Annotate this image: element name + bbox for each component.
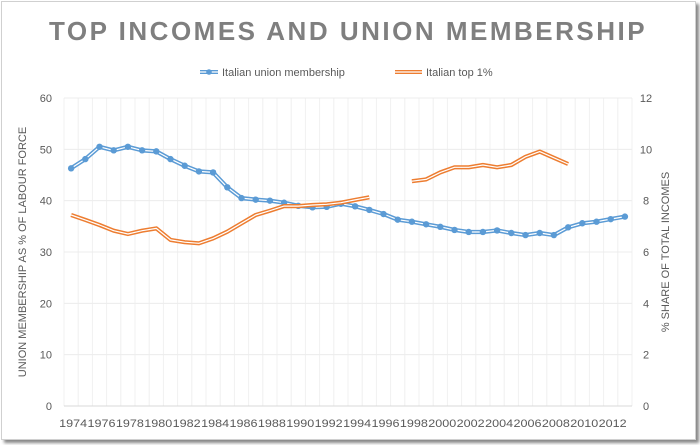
- chart-title: TOP INCOMES AND UNION MEMBERSHIP: [49, 16, 647, 46]
- data-point: [181, 162, 188, 169]
- series-union-membership: [67, 143, 629, 239]
- data-point: [124, 143, 132, 150]
- x-tick-label: 1994: [343, 418, 371, 430]
- legend-label-union: Italian union membership: [222, 67, 345, 79]
- data-point: [366, 206, 373, 214]
- data-point: [522, 231, 529, 239]
- y2-axis-label: % SHARE OF TOTAL INCOMES: [660, 172, 672, 332]
- data-point: [82, 155, 89, 163]
- y-tick-label: 20: [40, 298, 52, 310]
- legend-item-union: Italian union membership: [200, 67, 345, 79]
- x-tick-label: 1978: [116, 418, 144, 430]
- data-point: [351, 203, 359, 210]
- x-tick-label: 1974: [59, 418, 87, 430]
- data-point: [394, 216, 401, 223]
- x-tick-label: 1996: [372, 418, 400, 430]
- data-point: [238, 194, 245, 202]
- y-tick-label: 60: [40, 93, 52, 105]
- y2-tick-label: 6: [643, 247, 649, 259]
- data-point: [564, 224, 572, 231]
- x-tick-label: 2010: [570, 418, 598, 430]
- legend: Italian union membership Italian top 1%: [200, 67, 493, 79]
- y2-tick-label: 10: [640, 144, 652, 156]
- data-point: [195, 168, 203, 175]
- y2-tick-label: 8: [643, 196, 649, 208]
- data-point: [110, 147, 117, 154]
- x-tick-label: 1976: [88, 418, 116, 430]
- y-tick-label: 30: [40, 247, 52, 259]
- data-point: [408, 218, 416, 225]
- x-tick-label: 1992: [315, 418, 343, 430]
- x-tick-label: 2004: [485, 418, 513, 430]
- legend-item-top1: Italian top 1%: [395, 67, 493, 79]
- y2-tick-label: 0: [643, 401, 649, 413]
- series-top-1-percent: [70, 149, 569, 246]
- y2-tick-label: 2: [643, 350, 649, 362]
- data-point: [252, 196, 259, 203]
- x-tick-label: 1982: [173, 418, 201, 430]
- x-tick-label: 2006: [514, 418, 542, 430]
- data-point: [550, 231, 558, 239]
- data-point: [437, 223, 444, 231]
- data-point: [493, 227, 501, 234]
- data-point: [67, 165, 75, 172]
- y2-tick-label: 4: [643, 298, 649, 310]
- data-point: [96, 143, 103, 150]
- x-tick-label: 1984: [201, 418, 229, 430]
- data-point: [607, 215, 614, 223]
- data-point: [451, 226, 458, 234]
- y-axis-label: UNION MEMBERSHIP AS % OF LABOUR FORCE: [17, 127, 29, 377]
- data-point: [621, 213, 629, 220]
- x-tick-label: 1986: [230, 418, 258, 430]
- data-point: [536, 229, 543, 237]
- x-tick-label: 1988: [258, 418, 286, 430]
- data-point: [579, 220, 586, 227]
- series-line-inner: [70, 146, 626, 236]
- data-point: [209, 169, 217, 176]
- series-line-inner: [411, 151, 569, 182]
- x-tick-label: 2012: [599, 418, 627, 430]
- data-point: [138, 147, 146, 154]
- x-tick-label: 1998: [400, 418, 428, 430]
- legend-label-top1: Italian top 1%: [426, 67, 493, 79]
- series-line-inner: [70, 196, 370, 244]
- data-point: [422, 221, 430, 228]
- data-point: [224, 184, 231, 191]
- x-tick-label: 2008: [542, 418, 570, 430]
- x-tick-label: 2000: [428, 418, 456, 430]
- y-tick-label: 50: [40, 144, 52, 156]
- data-point: [167, 155, 174, 163]
- data-point: [465, 228, 472, 236]
- data-point: [508, 229, 515, 237]
- legend-marker-union: [206, 69, 212, 75]
- y-tick-label: 40: [40, 196, 52, 208]
- x-tick-label: 2002: [457, 418, 485, 430]
- x-tick-label: 1980: [144, 418, 172, 430]
- data-point: [266, 197, 274, 204]
- data-point: [153, 148, 160, 155]
- x-tick-label: 1990: [286, 418, 314, 430]
- data-point: [479, 228, 487, 236]
- y-tick-label: 10: [40, 350, 52, 362]
- y-tick-label: 0: [46, 401, 52, 413]
- data-point: [593, 218, 600, 225]
- data-point: [380, 210, 387, 218]
- y2-tick-label: 12: [640, 93, 652, 105]
